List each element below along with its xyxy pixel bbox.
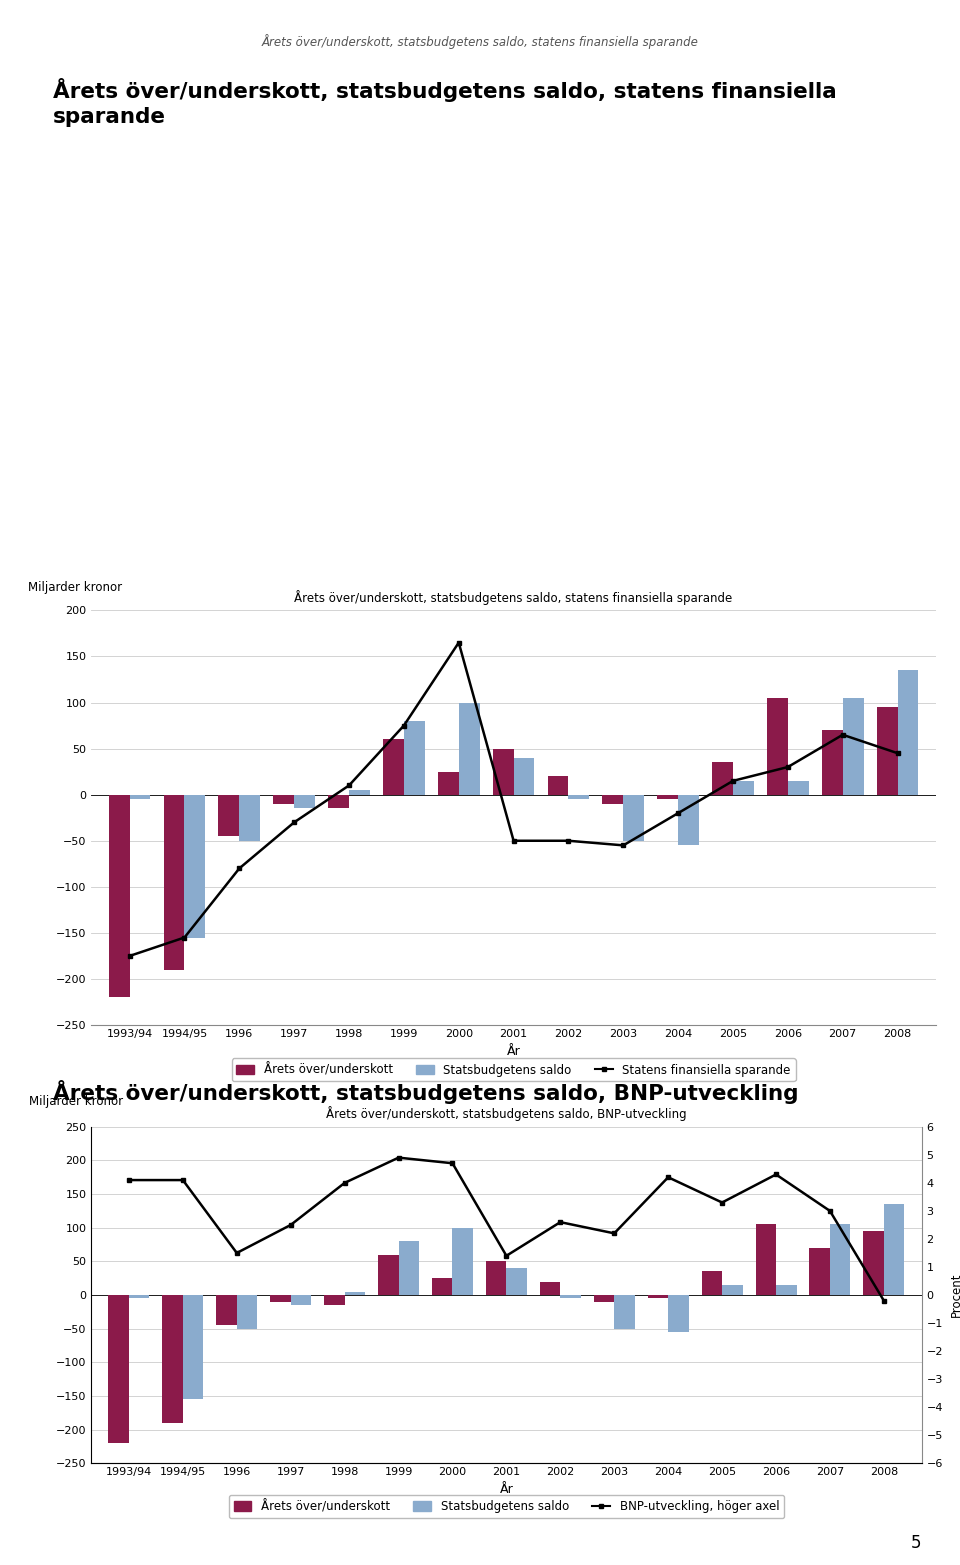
- Bar: [163, 795, 184, 970]
- Legend: Årets över/underskott, Statsbudgetens saldo, Statens finansiella sparande: Årets över/underskott, Statsbudgetens sa…: [231, 1058, 796, 1081]
- Bar: [733, 781, 754, 795]
- Bar: [216, 1296, 237, 1326]
- Bar: [182, 1296, 204, 1399]
- Bar: [668, 1296, 688, 1332]
- Bar: [514, 757, 535, 795]
- Bar: [712, 762, 733, 795]
- Bar: [561, 1296, 581, 1299]
- Text: Årets över/underskott, statsbudgetens saldo, BNP-utveckling: Årets över/underskott, statsbudgetens sa…: [53, 1080, 799, 1103]
- Bar: [876, 707, 898, 795]
- Bar: [108, 1296, 129, 1443]
- Bar: [767, 698, 788, 795]
- Bar: [863, 1232, 884, 1296]
- Bar: [291, 1296, 311, 1305]
- Bar: [776, 1285, 797, 1296]
- Bar: [294, 795, 315, 809]
- Bar: [898, 670, 919, 795]
- Bar: [809, 1247, 830, 1296]
- Bar: [658, 795, 678, 800]
- X-axis label: År: År: [499, 1484, 514, 1496]
- Bar: [108, 795, 130, 997]
- Bar: [237, 1296, 257, 1329]
- Text: Miljarder kronor: Miljarder kronor: [28, 581, 122, 593]
- Bar: [830, 1224, 851, 1296]
- Bar: [349, 790, 370, 795]
- Text: Miljarder kronor: Miljarder kronor: [29, 1096, 123, 1108]
- Bar: [788, 781, 808, 795]
- Text: Årets över/underskott, statsbudgetens saldo, statens finansiella sparande: Årets över/underskott, statsbudgetens sa…: [261, 34, 699, 50]
- Bar: [822, 731, 843, 795]
- Bar: [452, 1227, 473, 1296]
- Bar: [568, 795, 589, 800]
- Bar: [603, 795, 623, 804]
- Bar: [130, 795, 151, 800]
- Bar: [678, 795, 699, 845]
- X-axis label: År: År: [507, 1045, 520, 1058]
- Legend: Årets över/underskott, Statsbudgetens saldo, BNP-utveckling, höger axel: Årets över/underskott, Statsbudgetens sa…: [228, 1495, 784, 1518]
- Title: Årets över/underskott, statsbudgetens saldo, BNP-utveckling: Årets över/underskott, statsbudgetens sa…: [326, 1106, 686, 1122]
- Bar: [884, 1203, 904, 1296]
- Bar: [593, 1296, 614, 1302]
- Bar: [219, 795, 239, 836]
- Bar: [270, 1296, 291, 1302]
- Bar: [398, 1241, 420, 1296]
- Bar: [184, 795, 205, 937]
- Bar: [459, 703, 480, 795]
- Bar: [129, 1296, 150, 1299]
- Title: Årets över/underskott, statsbudgetens saldo, statens finansiella sparande: Årets över/underskott, statsbudgetens sa…: [295, 590, 732, 606]
- Bar: [432, 1279, 452, 1296]
- Bar: [540, 1282, 561, 1296]
- Bar: [239, 795, 260, 840]
- Bar: [623, 795, 644, 840]
- Bar: [843, 698, 864, 795]
- Bar: [614, 1296, 635, 1329]
- Bar: [345, 1291, 365, 1296]
- Bar: [648, 1296, 668, 1299]
- Bar: [162, 1296, 182, 1423]
- Bar: [378, 1255, 398, 1296]
- Bar: [702, 1271, 722, 1296]
- Y-axis label: Procent: Procent: [949, 1272, 960, 1318]
- Bar: [404, 721, 424, 795]
- Bar: [274, 795, 294, 804]
- Bar: [328, 795, 349, 809]
- Bar: [756, 1224, 776, 1296]
- Bar: [486, 1261, 506, 1296]
- Bar: [722, 1285, 743, 1296]
- Text: 5: 5: [911, 1534, 922, 1552]
- Bar: [438, 772, 459, 795]
- Bar: [507, 1268, 527, 1296]
- Bar: [324, 1296, 345, 1305]
- Text: Årets över/underskott, statsbudgetens saldo, statens finansiella
sparande: Årets över/underskott, statsbudgetens sa…: [53, 78, 836, 127]
- Bar: [547, 776, 568, 795]
- Bar: [492, 748, 514, 795]
- Bar: [383, 739, 404, 795]
